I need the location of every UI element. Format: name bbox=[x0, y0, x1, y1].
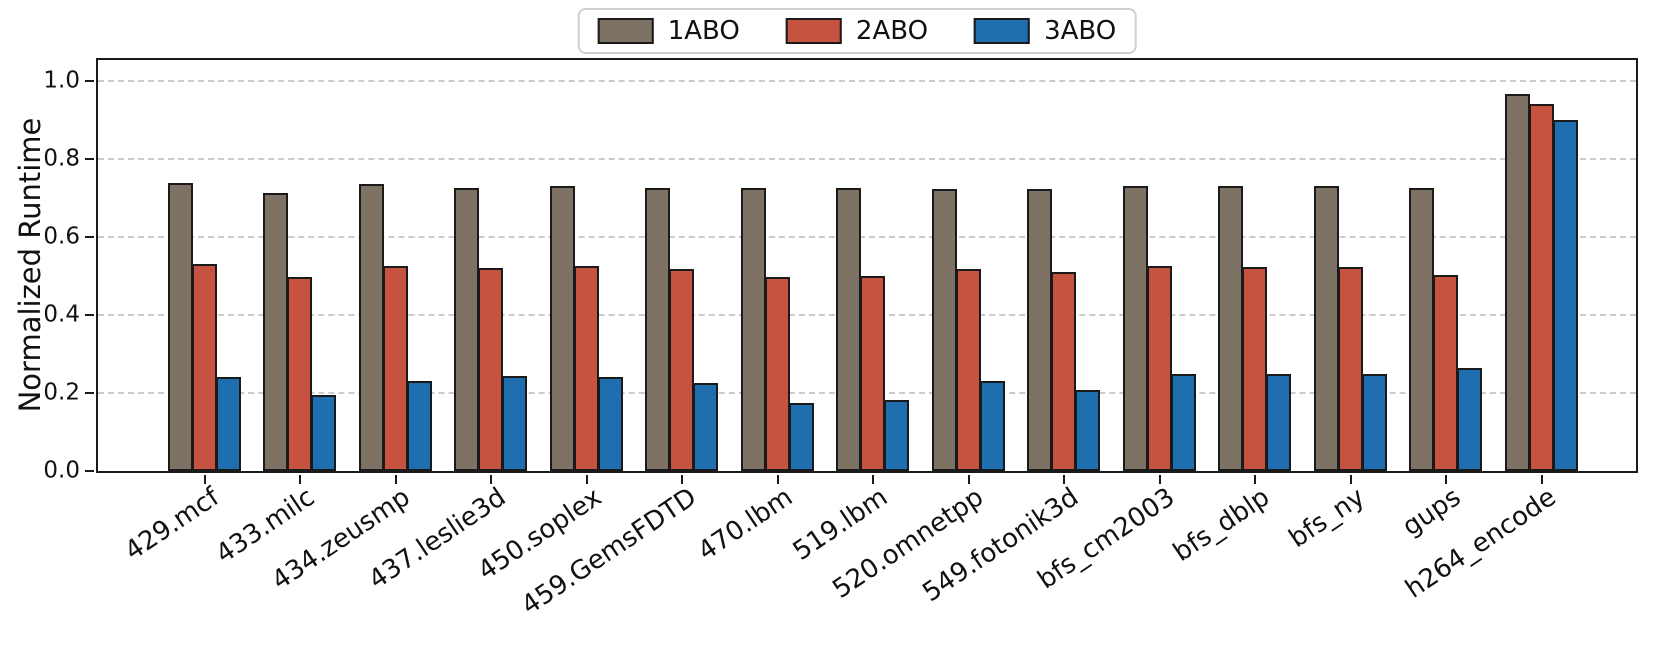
y-tick-label: 0.6 bbox=[43, 223, 80, 250]
legend-item-3abo: 3ABO bbox=[974, 18, 1116, 44]
bar-3abo-520.omnetpp bbox=[979, 381, 1005, 471]
x-tick-label-bfs_ny: bfs_ny bbox=[1284, 482, 1371, 555]
x-axis-tick bbox=[681, 475, 683, 484]
x-tick-label-bfs_dblp: bfs_dblp bbox=[1168, 482, 1276, 568]
bar-2abo-459.GemsFDTD bbox=[669, 269, 694, 471]
bar-1abo-450.soplex bbox=[549, 186, 575, 471]
bar-1abo-bfs_dblp bbox=[1218, 186, 1243, 471]
legend-swatch-2abo bbox=[785, 18, 842, 44]
y-axis-title: Normalized Runtime bbox=[13, 117, 47, 413]
y-axis-tick bbox=[85, 235, 94, 238]
y-tick-label: 0.8 bbox=[43, 145, 80, 172]
bar-2abo-429.mcf bbox=[191, 263, 217, 471]
y-tick-label: 0.0 bbox=[43, 457, 80, 484]
y-tick-label: 0.4 bbox=[43, 301, 80, 328]
bar-2abo-bfs_ny bbox=[1337, 267, 1363, 471]
bar-2abo-433.milc bbox=[287, 276, 312, 471]
legend-label: 1ABO bbox=[667, 16, 740, 46]
bar-2abo-bfs_cm2003 bbox=[1146, 266, 1172, 471]
x-axis-tick bbox=[394, 475, 397, 484]
bar-1abo-h264_encode bbox=[1504, 93, 1530, 471]
bar-1abo-433.milc bbox=[263, 193, 288, 471]
bar-1abo-429.mcf bbox=[167, 183, 193, 471]
bar-2abo-470.lbm bbox=[764, 277, 790, 471]
bar-1abo-549.fotonik3d bbox=[1027, 188, 1052, 471]
y-axis-tick bbox=[85, 79, 94, 82]
x-axis-tick bbox=[490, 475, 492, 484]
bar-1abo-520.omnetpp bbox=[931, 188, 957, 471]
legend-label: 3ABO bbox=[1044, 16, 1117, 46]
bar-1abo-437.leslie3d bbox=[454, 187, 479, 471]
bar-3abo-519.lbm bbox=[884, 400, 909, 471]
bar-3abo-434.zeusmp bbox=[406, 380, 432, 471]
y-axis-tick bbox=[85, 470, 94, 472]
bar-3abo-459.GemsFDTD bbox=[693, 382, 718, 471]
bar-1abo-bfs_cm2003 bbox=[1122, 186, 1148, 471]
x-axis-tick bbox=[299, 475, 301, 484]
legend-label: 2ABO bbox=[855, 16, 929, 46]
y-axis-tick bbox=[85, 157, 94, 160]
x-axis-tick bbox=[1063, 475, 1065, 484]
x-tick-label-459.GemsFDTD: 459.GemsFDTD bbox=[516, 482, 703, 622]
bar-1abo-bfs_ny bbox=[1313, 185, 1339, 471]
bar-3abo-h264_encode bbox=[1552, 120, 1578, 471]
x-axis-tick bbox=[585, 475, 588, 484]
x-axis-tick bbox=[1445, 475, 1447, 484]
x-tick-label-gups: gups bbox=[1397, 482, 1467, 543]
legend-item-1abo: 1ABO bbox=[597, 16, 740, 46]
legend-item-2abo: 2ABO bbox=[785, 16, 929, 46]
y-tick-label: 0.2 bbox=[43, 379, 80, 406]
bar-2abo-549.fotonik3d bbox=[1051, 271, 1076, 471]
bar-2abo-gups bbox=[1433, 275, 1458, 471]
legend-swatch-1abo bbox=[597, 18, 654, 44]
x-tick-label-429.mcf: 429.mcf bbox=[119, 482, 225, 567]
x-axis-tick bbox=[1254, 475, 1256, 484]
bar-2abo-437.leslie3d bbox=[478, 268, 503, 471]
bar-1abo-470.lbm bbox=[740, 187, 766, 471]
bar-2abo-519.lbm bbox=[860, 275, 885, 471]
bar-2abo-450.soplex bbox=[573, 266, 599, 471]
bar-3abo-gups bbox=[1457, 367, 1482, 471]
gridline bbox=[98, 157, 1636, 160]
x-axis-tick bbox=[1158, 475, 1161, 484]
x-axis-tick bbox=[203, 475, 206, 484]
x-axis-tick bbox=[1540, 475, 1543, 484]
y-axis-tick bbox=[85, 313, 94, 316]
bar-3abo-bfs_cm2003 bbox=[1170, 374, 1196, 471]
bar-2abo-520.omnetpp bbox=[955, 269, 981, 471]
bar-1abo-gups bbox=[1409, 187, 1434, 471]
x-axis-tick bbox=[967, 475, 970, 484]
bar-3abo-429.mcf bbox=[215, 376, 241, 471]
bar-1abo-459.GemsFDTD bbox=[645, 187, 670, 471]
x-axis-tick bbox=[872, 475, 874, 484]
legend: 1ABO 2ABO 3ABO bbox=[577, 8, 1137, 54]
bar-1abo-434.zeusmp bbox=[358, 184, 384, 471]
plot-area: 0.0 0.2 0.4 0.6 0.8 1.0 429.mcf 433.milc 434.zeu… bbox=[43, 58, 1638, 621]
gridline bbox=[98, 235, 1636, 238]
bar-2abo-bfs_dblp bbox=[1242, 267, 1267, 471]
bar-2abo-434.zeusmp bbox=[382, 265, 408, 471]
y-tick-label: 1.0 bbox=[43, 67, 80, 94]
x-tick-label-470.lbm: 470.lbm bbox=[692, 482, 798, 567]
x-axis-tick bbox=[1349, 475, 1352, 484]
bar-3abo-450.soplex bbox=[597, 376, 623, 471]
bar-3abo-549.fotonik3d bbox=[1075, 389, 1100, 471]
bar-3abo-433.milc bbox=[311, 394, 336, 471]
bar-3abo-bfs_dblp bbox=[1266, 373, 1291, 471]
y-axis-tick bbox=[85, 391, 94, 394]
bar-3abo-470.lbm bbox=[788, 402, 814, 471]
bar-3abo-bfs_ny bbox=[1361, 374, 1387, 471]
legend-swatch-3abo bbox=[974, 18, 1031, 44]
x-axis-tick bbox=[776, 475, 779, 484]
bar-2abo-h264_encode bbox=[1528, 104, 1554, 471]
gridline bbox=[98, 79, 1636, 82]
bar-1abo-519.lbm bbox=[836, 187, 861, 471]
bar-3abo-437.leslie3d bbox=[502, 375, 527, 471]
